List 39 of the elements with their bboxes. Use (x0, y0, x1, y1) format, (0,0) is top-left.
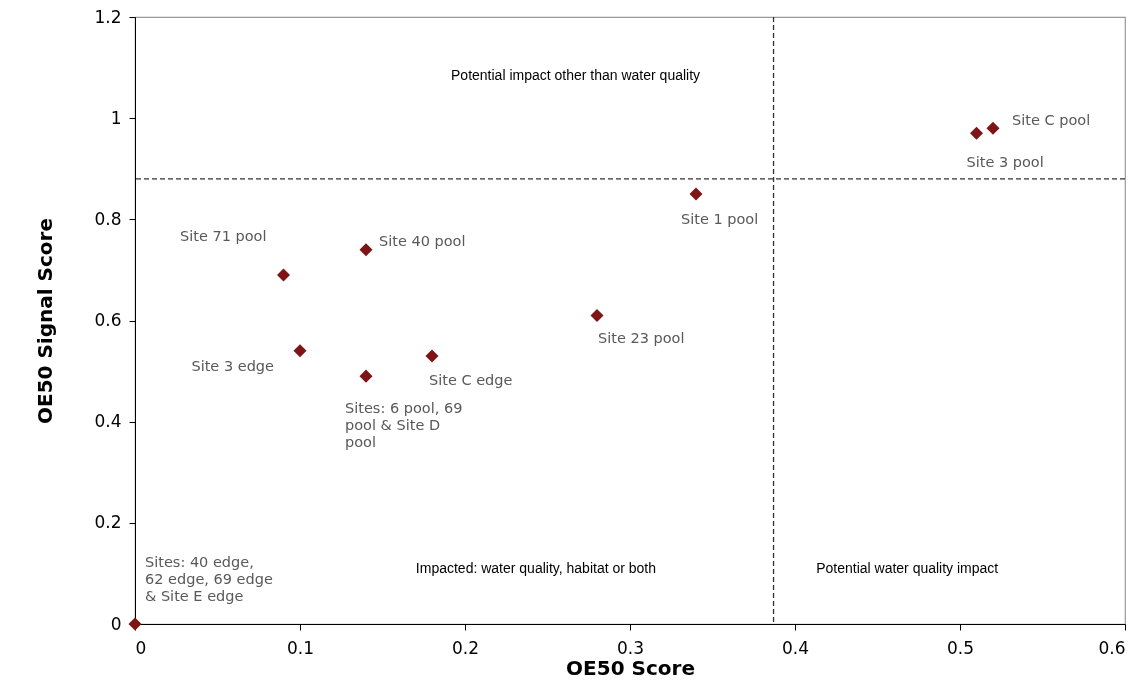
annotation: Sites: 6 pool, 69 pool & Site D pool (345, 400, 463, 451)
y-tick-label: 0.6 (94, 310, 122, 330)
point (425, 349, 439, 363)
y-axis-title: OE50 Signal Score (33, 217, 58, 425)
x-tick-label: 0.2 (451, 637, 480, 658)
x-tick-label: 0 (135, 637, 147, 658)
point (969, 126, 984, 140)
x-tick-label: 0.6 (1098, 637, 1126, 658)
y-tick-label: 1.2 (94, 6, 122, 27)
annotation: Site 23 pool (598, 330, 685, 347)
x-tick-label: 0.3 (616, 637, 645, 658)
annotation: Site 1 pool (681, 211, 759, 228)
y-tick-label: 0.4 (94, 411, 122, 432)
annotation: Site C pool (1012, 112, 1091, 129)
point (359, 369, 373, 383)
x-tick-label: 0.1 (286, 637, 315, 658)
point (293, 344, 307, 358)
point (359, 243, 373, 257)
annotation: Site 3 pool (966, 154, 1044, 171)
point (128, 617, 142, 631)
point (276, 268, 291, 282)
x-axis-title: OE50 Score (566, 655, 695, 680)
annotation: Site C edge (429, 371, 513, 388)
x-tick-label: 0.4 (781, 637, 810, 658)
annotation: Potential impact other than water quality (451, 66, 701, 83)
point (986, 121, 1000, 135)
point (689, 187, 703, 201)
y-tick-label: 0.8 (94, 208, 122, 229)
annotation: Impacted: water quality, habitat or both (415, 560, 657, 577)
y-tick-label: 0 (110, 613, 122, 634)
annotation: Site 3 edge (191, 357, 275, 374)
y-tick-label: 0.2 (94, 512, 122, 533)
point (590, 308, 604, 322)
annotation: Sites: 40 edge, 62 edge, 69 edge & Site E edge (145, 554, 273, 604)
x-tick-label: 0.5 (946, 637, 975, 658)
y-tick-label: 1 (110, 107, 122, 128)
annotation: Potential water quality impact (816, 560, 999, 577)
annotation: Site 71 pool (180, 227, 267, 244)
annotation: Site 40 pool (379, 232, 466, 249)
